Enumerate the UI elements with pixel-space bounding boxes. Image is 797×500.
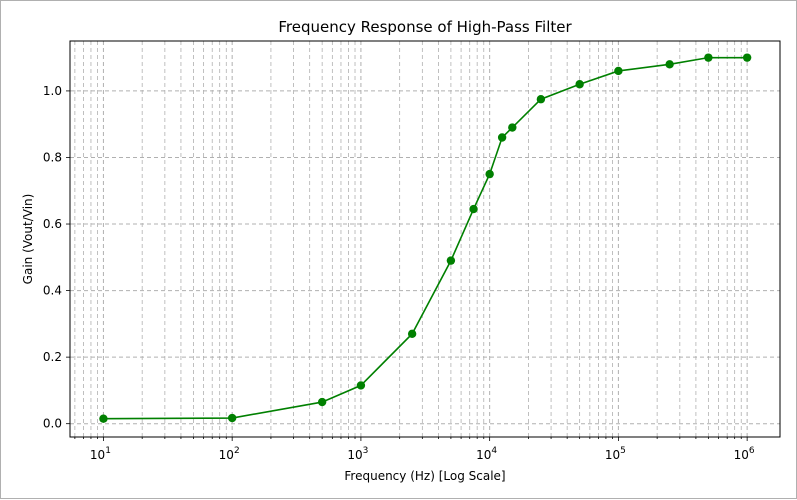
data-point <box>536 95 546 104</box>
data-point <box>99 414 108 423</box>
y-tick-label: 0.8 <box>43 150 62 164</box>
data-point <box>742 53 752 62</box>
data-point <box>508 123 517 132</box>
x-tick-label: 106 <box>734 446 755 462</box>
plot-area <box>70 41 780 437</box>
y-tick-label: 1.0 <box>43 84 62 98</box>
y-tick-label: 0.4 <box>43 284 62 298</box>
y-tick-label: 0.2 <box>43 350 62 364</box>
chart-title: Frequency Response of High-Pass Filter <box>278 18 572 36</box>
data-point <box>407 329 417 339</box>
x-axis-ticks: 101 102 103 104 105 106 <box>74 437 755 462</box>
y-axis-ticks: 0.0 0.2 0.4 0.6 0.8 1.0 <box>43 84 70 431</box>
data-point <box>227 413 237 423</box>
x-axis-title: Frequency (Hz) [Log Scale] <box>344 469 505 483</box>
data-point <box>485 169 494 179</box>
y-tick-label: 0.0 <box>43 417 62 431</box>
data-point <box>446 256 456 265</box>
data-point <box>665 60 674 69</box>
data-point <box>575 80 584 89</box>
x-tick-label: 104 <box>476 446 497 462</box>
data-point <box>317 397 327 407</box>
data-point <box>469 204 478 214</box>
y-tick-label: 0.6 <box>43 217 62 231</box>
series-layer <box>99 53 752 423</box>
data-point <box>614 66 623 76</box>
x-tick-label: 105 <box>605 446 626 462</box>
grid <box>70 41 780 437</box>
data-point <box>356 381 366 390</box>
series-line <box>103 56 748 420</box>
plot-frame <box>69 40 781 438</box>
y-axis-title: Gain (Vout/Vin) <box>21 194 35 285</box>
x-tick-label: 102 <box>219 446 240 462</box>
x-tick-label: 101 <box>90 446 111 462</box>
x-tick-label: 103 <box>347 446 368 462</box>
data-point <box>704 53 713 62</box>
data-point <box>497 133 507 142</box>
